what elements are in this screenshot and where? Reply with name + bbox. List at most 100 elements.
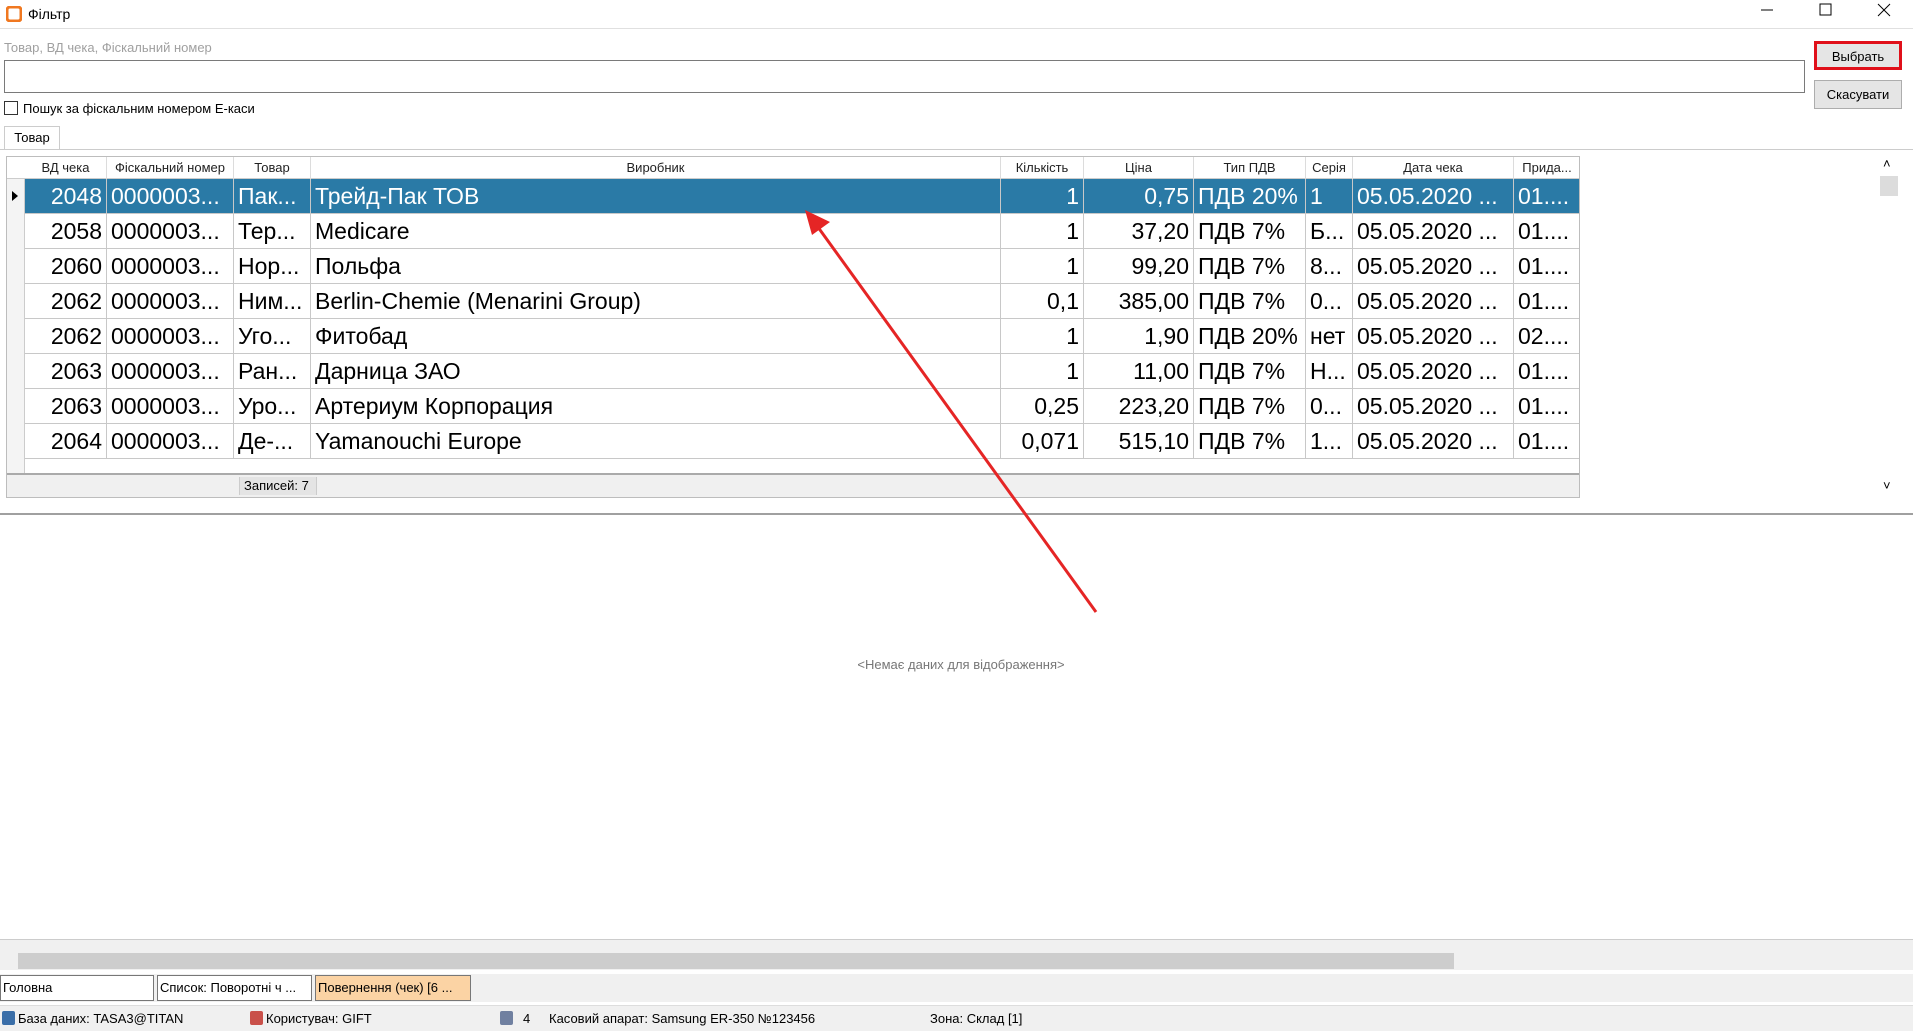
cell[interactable]: ПДВ 7% [1194, 284, 1306, 319]
cell[interactable]: 01.... [1514, 179, 1579, 214]
column-header[interactable]: Товар [234, 157, 311, 179]
cell[interactable]: 0,071 [1001, 424, 1084, 459]
column-header[interactable]: Дата чека [1353, 157, 1514, 179]
cell[interactable]: 0... [1306, 389, 1353, 424]
cell[interactable]: ПДВ 20% [1194, 179, 1306, 214]
cell[interactable]: 02.... [1514, 319, 1579, 354]
search-input[interactable] [4, 60, 1805, 93]
cell[interactable]: Уго... [234, 319, 311, 354]
cell[interactable]: 1 [1001, 354, 1084, 389]
cell[interactable]: 1 [1001, 249, 1084, 284]
cell[interactable]: 05.05.2020 ... [1353, 389, 1514, 424]
cell[interactable]: 0,1 [1001, 284, 1084, 319]
cell[interactable]: 515,10 [1084, 424, 1194, 459]
cell[interactable]: 37,20 [1084, 214, 1194, 249]
hscroll-thumb[interactable] [18, 953, 1454, 969]
cell[interactable]: нет [1306, 319, 1353, 354]
cancel-button[interactable]: Скасувати [1814, 80, 1902, 109]
vertical-scrollbar[interactable]: ˄ ˅ [1880, 156, 1898, 498]
cell[interactable]: Пак... [234, 179, 311, 214]
cell[interactable]: 0,75 [1084, 179, 1194, 214]
cell[interactable]: Фитобад [311, 319, 1001, 354]
cell[interactable]: 05.05.2020 ... [1353, 319, 1514, 354]
cell[interactable]: 05.05.2020 ... [1353, 249, 1514, 284]
cell[interactable]: Б... [1306, 214, 1353, 249]
window-tab[interactable]: Головна [0, 975, 154, 1001]
select-button[interactable]: Выбрать [1814, 41, 1902, 70]
cell[interactable]: 2062 [25, 319, 107, 354]
scroll-up[interactable]: ˄ [1883, 156, 1891, 171]
cell[interactable]: 01.... [1514, 249, 1579, 284]
cell[interactable]: ПДВ 7% [1194, 249, 1306, 284]
window-controls[interactable] [1750, 0, 1913, 29]
cell[interactable]: Yamanouchi Europe [311, 424, 1001, 459]
cell[interactable]: 0000003... [107, 179, 234, 214]
cell[interactable]: 0000003... [107, 249, 234, 284]
cell[interactable]: 0000003... [107, 284, 234, 319]
cell[interactable]: 0000003... [107, 214, 234, 249]
cell[interactable]: 8... [1306, 249, 1353, 284]
cell[interactable]: 01.... [1514, 424, 1579, 459]
column-header[interactable]: Виробник [311, 157, 1001, 179]
cell[interactable]: Трейд-Пак ТОВ [311, 179, 1001, 214]
cell[interactable]: 01.... [1514, 214, 1579, 249]
window-tab[interactable]: Список: Поворотні ч ... [157, 975, 312, 1001]
cell[interactable]: 2048 [25, 179, 107, 214]
cell[interactable]: Польфа [311, 249, 1001, 284]
cell[interactable]: 0000003... [107, 424, 234, 459]
scroll-down[interactable]: ˅ [1883, 478, 1891, 493]
cell[interactable]: 1... [1306, 424, 1353, 459]
checkbox[interactable] [4, 101, 18, 115]
column-header[interactable]: Тип ПДВ [1194, 157, 1306, 179]
cell[interactable]: 1 [1001, 319, 1084, 354]
cell[interactable]: 2064 [25, 424, 107, 459]
column-header[interactable]: Серія [1306, 157, 1353, 179]
cell[interactable]: Berlin-Chemie (Menarini Group) [311, 284, 1001, 319]
scroll-thumb[interactable] [1880, 176, 1898, 196]
cell[interactable]: Де-... [234, 424, 311, 459]
cell[interactable]: 385,00 [1084, 284, 1194, 319]
cell[interactable]: 0000003... [107, 354, 234, 389]
cell[interactable]: 11,00 [1084, 354, 1194, 389]
cell[interactable]: 05.05.2020 ... [1353, 214, 1514, 249]
cell[interactable]: 05.05.2020 ... [1353, 284, 1514, 319]
cell[interactable]: Тер... [234, 214, 311, 249]
cell[interactable]: 05.05.2020 ... [1353, 354, 1514, 389]
cell[interactable]: 05.05.2020 ... [1353, 424, 1514, 459]
cell[interactable]: 0,25 [1001, 389, 1084, 424]
cell[interactable]: ПДВ 7% [1194, 214, 1306, 249]
cell[interactable]: Ним... [234, 284, 311, 319]
cell[interactable]: Дарница ЗАО [311, 354, 1001, 389]
cell[interactable]: ПДВ 7% [1194, 424, 1306, 459]
cell[interactable]: 223,20 [1084, 389, 1194, 424]
horizontal-scrollbar[interactable] [0, 939, 1913, 970]
cell[interactable]: 01.... [1514, 284, 1579, 319]
cell[interactable]: 01.... [1514, 354, 1579, 389]
cell[interactable]: 99,20 [1084, 249, 1194, 284]
column-header[interactable]: Кількість [1001, 157, 1084, 179]
cell[interactable]: 0000003... [107, 319, 234, 354]
cell[interactable]: ПДВ 7% [1194, 354, 1306, 389]
cell[interactable]: 0000003... [107, 389, 234, 424]
cell[interactable]: Ран... [234, 354, 311, 389]
cell[interactable]: 2062 [25, 284, 107, 319]
cell[interactable]: ПДВ 7% [1194, 389, 1306, 424]
cell[interactable]: 1 [1306, 179, 1353, 214]
window-tab[interactable]: Повернення (чек) [6 ... [315, 975, 471, 1001]
cell[interactable]: 01.... [1514, 389, 1579, 424]
cell[interactable]: Н... [1306, 354, 1353, 389]
cell[interactable]: ПДВ 20% [1194, 319, 1306, 354]
cell[interactable]: Medicare [311, 214, 1001, 249]
cell[interactable]: 2058 [25, 214, 107, 249]
cell[interactable]: Нор... [234, 249, 311, 284]
column-header[interactable]: Ціна [1084, 157, 1194, 179]
column-header[interactable]: Прида... [1514, 157, 1579, 179]
column-header[interactable]: Фіскальний номер [107, 157, 234, 179]
cell[interactable]: 2060 [25, 249, 107, 284]
cell[interactable]: 05.05.2020 ... [1353, 179, 1514, 214]
cell[interactable]: 2063 [25, 354, 107, 389]
cell[interactable]: 2063 [25, 389, 107, 424]
cell[interactable]: 1 [1001, 179, 1084, 214]
tab[interactable]: Товар [4, 126, 60, 150]
cell[interactable]: 0... [1306, 284, 1353, 319]
